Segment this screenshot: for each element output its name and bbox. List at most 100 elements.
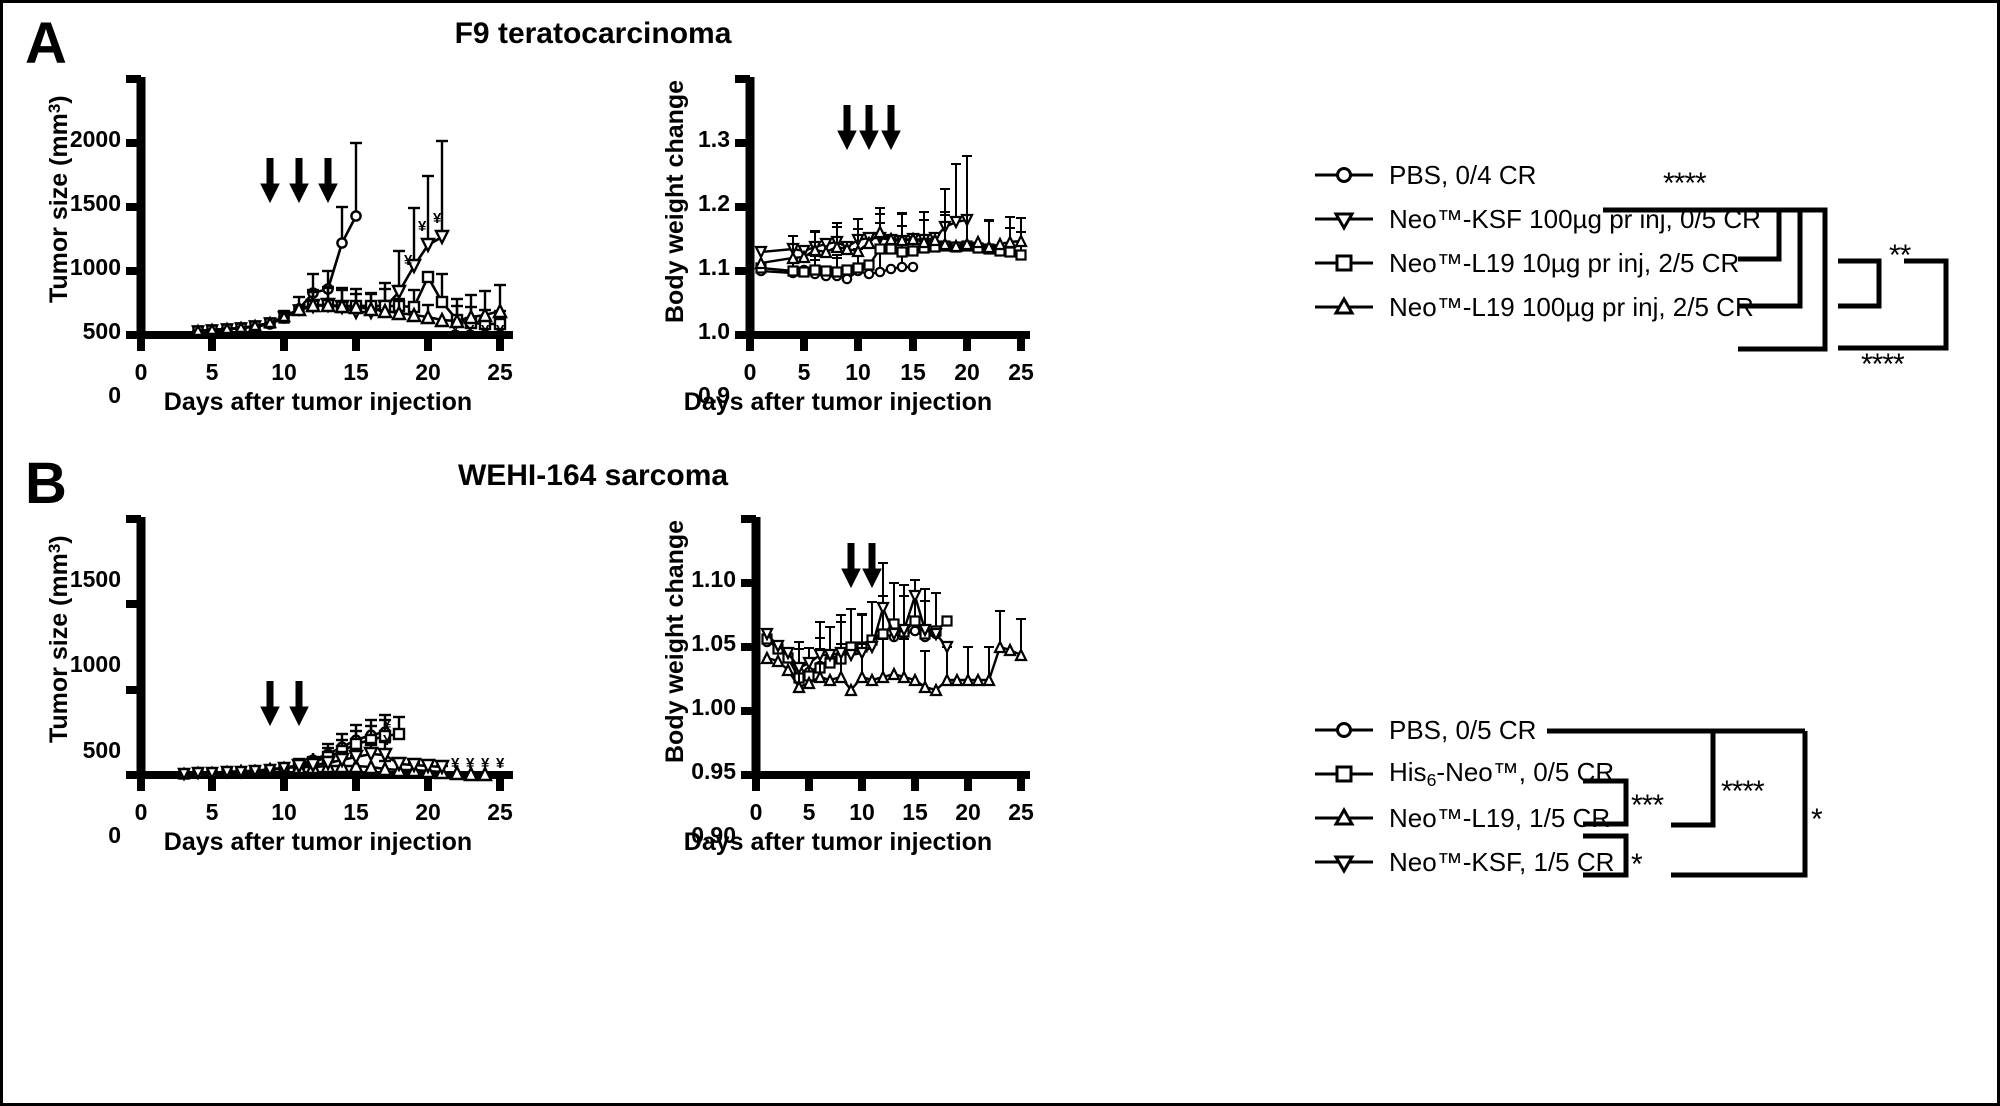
xtick-a-bw-20: 20 <box>954 359 980 385</box>
svg-text:¥: ¥ <box>433 210 442 227</box>
axis-y-b-tumor <box>126 515 146 779</box>
panel-letter-a: A <box>25 11 67 76</box>
legend-panel-b: PBS, 0/5 CR His6-Neo™, 0/5 CR Neo™-L19, … <box>1313 708 1614 884</box>
treatment-arrows-b-bw <box>841 543 882 589</box>
ytick-b-bw-1-05: 1.05 <box>691 630 736 656</box>
svg-text:¥: ¥ <box>496 755 505 772</box>
svg-text:¥: ¥ <box>496 322 505 339</box>
xaxis-title-b-tumor: Days after tumor injection <box>163 828 473 856</box>
censor-markers-b-tumor-his6neo: ¥ <box>383 716 392 733</box>
sig-label-a-0: **** <box>1663 167 1707 200</box>
yaxis-title-b-tumor: Tumor size (mm3) <box>45 535 74 743</box>
legend-item-a-3[interactable]: Neo™-L19 100µg pr inj, 2/5 CR <box>1313 285 1761 329</box>
axis-y-a-bw <box>735 75 755 339</box>
legend-item-b-2[interactable]: Neo™-L19, 1/5 CR <box>1313 796 1614 840</box>
legend-item-b-3[interactable]: Neo™-KSF, 1/5 CR <box>1313 840 1614 884</box>
ytick-b-tumor-1500: 1500 <box>69 566 121 592</box>
legend-label-b-1: His6-Neo™, 0/5 CR <box>1389 757 1615 790</box>
xtick-b-bw-25: 25 <box>1008 799 1034 825</box>
svg-text:¥: ¥ <box>466 755 475 772</box>
sig-label-b-1: * <box>1631 848 1643 881</box>
xtick-a-tumor-0: 0 <box>134 359 148 385</box>
ytick-a-tumor-1500: 1500 <box>69 190 121 216</box>
yaxis-title-a-bw: Body weight change <box>661 79 689 323</box>
xtick-b-bw-10: 10 <box>849 799 875 825</box>
xtick-b-bw-5: 5 <box>802 799 816 825</box>
legend-key-circle-open-icon <box>1315 167 1373 183</box>
ytick-b-bw-0-95: 0.95 <box>691 758 736 784</box>
xtick-a-bw-15: 15 <box>900 359 926 385</box>
xtick-a-bw-0: 0 <box>743 359 757 385</box>
xaxis-title-b-bw: Days after tumor injection <box>683 828 993 856</box>
sig-label-b-0: *** <box>1631 789 1664 822</box>
legend-label-a-3: Neo™-L19 100µg pr inj, 2/5 CR <box>1389 291 1754 322</box>
xtick-a-bw-25: 25 <box>1008 359 1034 385</box>
ytick-b-tumor-500: 500 <box>82 737 121 763</box>
yaxis-title-a-tumor: Tumor size (mm3) <box>45 95 74 303</box>
chart-b-tumor-size: ¥ <box>23 503 643 903</box>
xtick-b-tumor-0: 0 <box>134 799 148 825</box>
svg-text:¥: ¥ <box>383 732 392 749</box>
ytick-a-bw-1-1: 1.1 <box>698 254 730 280</box>
series-b-tumor-ksf: ¥ <box>177 732 450 782</box>
ytick-a-tumor-2000: 2000 <box>69 126 121 152</box>
legend-key-square-open-icon <box>1315 254 1373 272</box>
sig-label-b-2: **** <box>1721 775 1765 808</box>
yaxis-title-b-bw: Body weight change <box>661 519 689 763</box>
legend-key-triangle-down-open-icon <box>1315 855 1373 875</box>
svg-text:¥: ¥ <box>451 322 460 339</box>
chart-a-bw-svg <box>735 75 1030 351</box>
svg-text:¥: ¥ <box>451 755 460 772</box>
xtick-b-bw-20: 20 <box>955 799 981 825</box>
censor-markers-b-tumor-l19: ¥ ¥ ¥ ¥ <box>451 755 505 772</box>
xaxis-title-a-bw: Days after tumor injection <box>683 388 993 416</box>
axis-x-b-bw <box>752 771 1030 791</box>
legend-label-a-0: PBS, 0/4 CR <box>1389 159 1537 190</box>
legend-item-a-0[interactable]: PBS, 0/4 CR <box>1313 153 1761 197</box>
svg-text:¥: ¥ <box>383 716 392 733</box>
legend-label-b-2: Neo™-L19, 1/5 CR <box>1389 802 1611 833</box>
xtick-b-bw-15: 15 <box>902 799 928 825</box>
significance-brackets-b <box>1547 728 1808 878</box>
censor-markers-a-tumor-ksf: ¥ ¥ ¥ <box>404 210 442 269</box>
legend-key-square-open-icon <box>1315 765 1373 783</box>
censor-markers-a-tumor-l19-10: ¥ ¥ ¥ ¥ <box>451 322 505 339</box>
legend-item-b-0[interactable]: PBS, 0/5 CR <box>1313 708 1614 752</box>
xtick-a-bw-10: 10 <box>845 359 871 385</box>
xtick-b-tumor-20: 20 <box>415 799 441 825</box>
xtick-a-tumor-25: 25 <box>487 359 513 385</box>
xtick-b-tumor-10: 10 <box>271 799 297 825</box>
axis-y-a-tumor <box>126 75 146 339</box>
legend-key-circle-open-icon <box>1315 722 1373 738</box>
series-b-bw-ksf <box>760 562 954 676</box>
ytick-b-bw-1-00: 1.00 <box>691 694 736 720</box>
treatment-arrows-a-bw <box>837 105 901 151</box>
chart-a-body-weight: 1.3 1.2 1.1 1.0 0.9 0 5 10 15 20 25 <box>638 63 1058 463</box>
ytick-a-tumor-500: 500 <box>82 318 121 344</box>
chart-b-bw-svg <box>741 515 1030 791</box>
sig-label-a-2: **** <box>1861 348 1905 381</box>
ytick-a-bw-1-2: 1.2 <box>698 190 730 216</box>
series-a-bw-l19-100 <box>754 207 1028 270</box>
chart-b-tumor-svg: ¥ <box>126 515 513 791</box>
ytick-b-tumor-1000: 1000 <box>69 651 121 677</box>
svg-text:¥: ¥ <box>481 755 490 772</box>
xaxis-title-a-tumor: Days after tumor injection <box>163 388 473 416</box>
ytick-b-bw-1-10: 1.10 <box>691 566 736 592</box>
svg-text:¥: ¥ <box>418 218 427 235</box>
panel-letter-b: B <box>25 451 67 516</box>
xtick-a-tumor-15: 15 <box>343 359 369 385</box>
legend-label-a-2: Neo™-L19 10µg pr inj, 2/5 CR <box>1389 247 1740 278</box>
svg-text:¥: ¥ <box>466 322 475 339</box>
significance-brackets-a <box>1603 207 1949 352</box>
treatment-arrows-a-tumor <box>260 158 338 204</box>
xtick-a-tumor-5: 5 <box>205 359 219 385</box>
series-b-bw-l19 <box>760 610 1028 697</box>
legend-key-triangle-down-open-icon <box>1315 212 1373 232</box>
sig-label-b-3: * <box>1811 803 1823 836</box>
xtick-a-tumor-20: 20 <box>415 359 441 385</box>
legend-item-a-2[interactable]: Neo™-L19 10µg pr inj, 2/5 CR <box>1313 241 1761 285</box>
legend-item-b-1[interactable]: His6-Neo™, 0/5 CR <box>1313 752 1614 796</box>
ytick-a-tumor-1000: 1000 <box>69 254 121 280</box>
